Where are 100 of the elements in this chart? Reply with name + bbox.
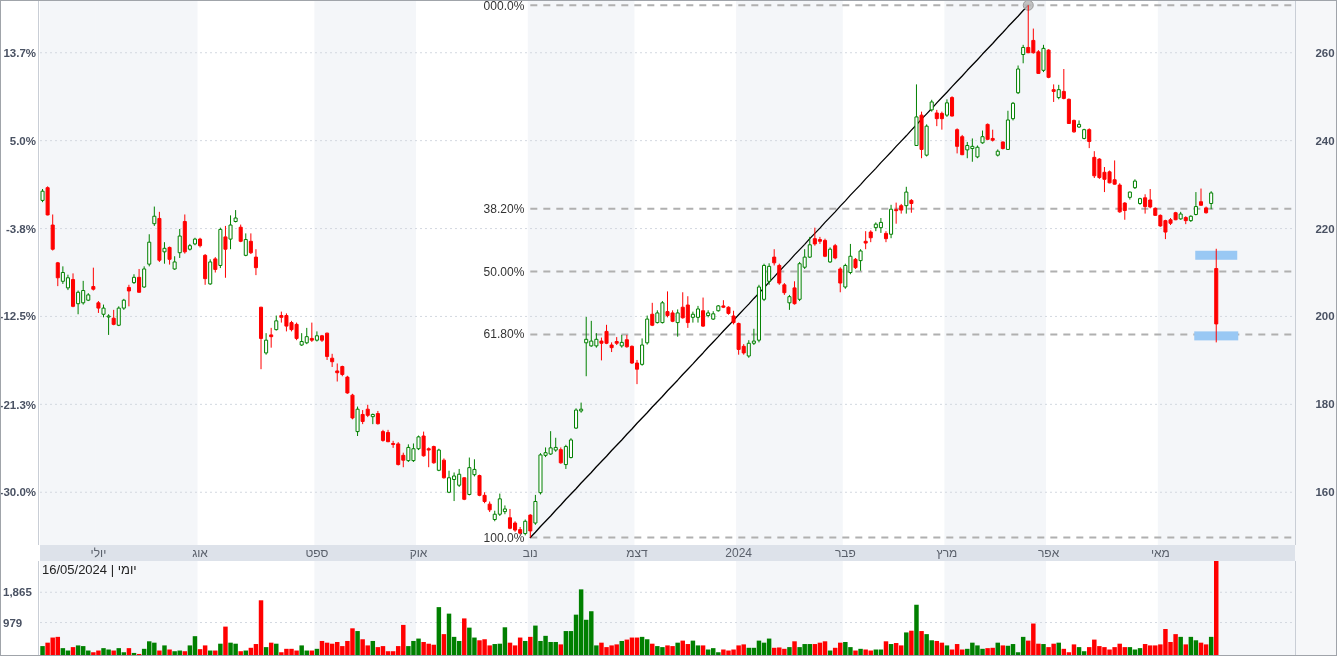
bar [355,631,360,656]
x-tick-label: יולי [90,546,107,560]
candlestick [878,217,883,234]
candlestick [1000,141,1005,150]
candlestick [172,255,177,271]
candlestick [192,237,197,246]
x-tick-label: מאי [1150,546,1170,560]
candlestick [436,448,441,472]
bar [1041,644,1046,656]
candlestick [939,111,944,131]
candlestick [101,304,106,318]
bar [238,651,243,656]
candlestick [1016,64,1021,95]
candlestick [828,246,833,264]
candlestick [218,227,223,269]
y-tick-label: 180 [1315,398,1335,411]
candlestick [223,225,228,279]
bar [1056,642,1061,656]
candlestick [1143,193,1148,215]
candlestick [955,127,960,154]
candlestick [863,230,868,250]
y2-tick-label: 13.7% [3,47,36,60]
candlestick [1188,214,1193,223]
candlestick [716,304,721,313]
candlestick [198,237,203,248]
x-tick-label: ספט [305,546,329,560]
candlestick [96,300,101,314]
candlestick [614,336,619,346]
candlestick [131,273,137,285]
candlestick [1005,110,1010,151]
annotation: 000.0% [483,0,525,13]
candlestick [787,294,792,311]
x-tick-label: מרץ [936,546,958,560]
candlestick [1046,48,1051,79]
candlestick [1193,191,1198,216]
annotation: 16/05/2024 | יומי [42,562,137,577]
annotation: 100.0% [483,530,525,545]
y-tick-label: 200 [1315,310,1335,323]
x-tick-label: 2024 [725,546,753,560]
candlestick [609,341,614,353]
candlestick [706,309,711,318]
candlestick [528,513,533,539]
candlestick [640,337,645,367]
candlestick [944,98,949,118]
candlestick [701,297,706,328]
candlestick [904,186,909,215]
y-tick-label: 160 [1315,486,1335,499]
candlestick [1178,211,1183,221]
candlestick [533,494,538,526]
candlestick [375,410,380,426]
candlestick [213,256,218,273]
bar [858,648,863,656]
candlestick [883,230,889,243]
bar [274,643,279,656]
candlestick [1061,68,1066,100]
candlestick [248,232,253,255]
bar [904,632,909,656]
candlestick [914,83,919,147]
candlestick [1198,188,1204,207]
candlestick [619,334,624,349]
candlestick [919,111,924,159]
candlestick [91,267,96,292]
candlestick [1138,197,1143,206]
candlestick [203,253,208,286]
candlestick [1127,191,1132,201]
candlestick [147,233,152,267]
candlestick [792,280,797,306]
candlestick [269,327,274,349]
bar [223,626,228,656]
candlestick [858,248,863,272]
bar [909,630,914,656]
bar [914,604,919,656]
candlestick [1077,119,1082,129]
candlestick [233,209,238,223]
candlestick [259,306,264,370]
candlestick [71,272,76,308]
candlestick [1204,206,1209,215]
y2-tick-label: -21.3% [0,398,36,411]
x-tick-label: דצמ [626,546,649,560]
x-tick-label: נוב [522,546,538,560]
candlestick [507,508,513,530]
candlestick [1214,248,1219,343]
bar [787,647,792,656]
y-tick-label: 240 [1315,134,1335,147]
bar [218,643,223,656]
candlestick [853,257,858,270]
bar [675,642,680,656]
candlestick [355,406,360,437]
candlestick [462,476,467,501]
candlestick [1051,83,1056,103]
annotation: 61.80% [483,327,525,342]
candlestick [157,211,162,263]
x-tick-label: פבר [834,546,856,560]
candlestick [995,148,1000,157]
candlestick [1021,44,1026,64]
y-tick-label: 1,865 [3,586,33,599]
candlestick [782,282,787,296]
x-tick-label: אפר [1037,546,1060,560]
candlestick [685,295,690,329]
candlestick [45,185,50,216]
